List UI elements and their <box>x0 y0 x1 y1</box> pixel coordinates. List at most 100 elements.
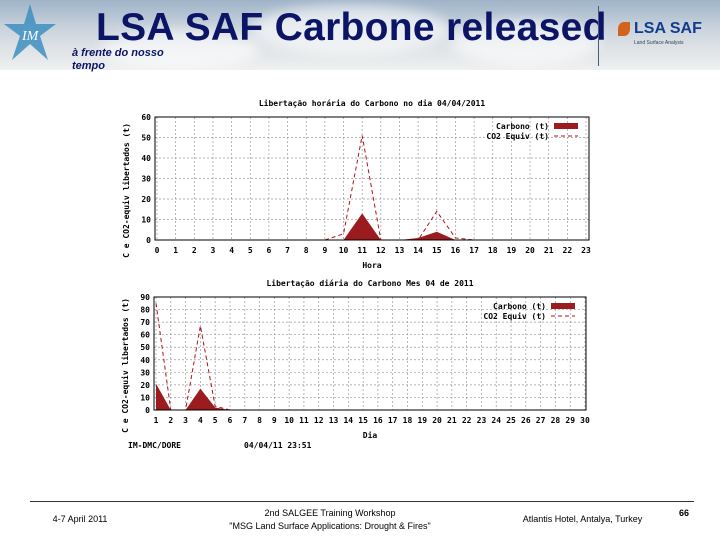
y-tick-label: 30 <box>141 175 151 184</box>
x-tick-label: 3 <box>183 416 188 425</box>
series-co2-line <box>157 135 586 241</box>
x-tick-label: 6 <box>266 246 271 255</box>
x-tick-label: 4 <box>229 246 234 255</box>
x-tick-label: 17 <box>469 246 479 255</box>
x-tick-label: 8 <box>257 416 262 425</box>
svg-text:IM: IM <box>21 29 40 44</box>
x-tick-label: 5 <box>213 416 218 425</box>
x-tick-label: 14 <box>343 416 353 425</box>
chart-timestamp: 04/04/11 23:51 <box>244 441 312 450</box>
x-tick-label: 2 <box>192 246 197 255</box>
x-tick-label: 18 <box>488 246 498 255</box>
lsa-saf-logo: LSA SAF <box>634 20 702 37</box>
x-tick-label: 25 <box>506 416 516 425</box>
y-tick-label: 40 <box>141 154 151 163</box>
y-tick-label: 20 <box>140 381 150 390</box>
chart-title: Libertação diária do Carbono Mes 04 de 2… <box>266 278 473 288</box>
x-tick-label: 27 <box>536 416 546 425</box>
slide-title: LSA SAF Carbone released <box>96 6 607 49</box>
y-tick-label: 40 <box>140 356 150 365</box>
x-tick-label: 23 <box>581 246 591 255</box>
x-tick-label: 30 <box>580 416 590 425</box>
y-tick-label: 60 <box>140 331 150 340</box>
x-tick-label: 21 <box>544 246 554 255</box>
y-tick-label: 10 <box>141 216 151 225</box>
legend-swatch-carbono <box>554 123 578 129</box>
x-axis-label: Hora <box>362 261 381 270</box>
legend-label-co2: CO2 Equiv (t) <box>483 311 546 321</box>
y-tick-label: 50 <box>140 343 150 352</box>
y-axis-label: C e CO2-equiv libertados (t) <box>121 123 131 258</box>
im-logo-icon: IM <box>4 4 56 60</box>
x-tick-label: 13 <box>329 416 339 425</box>
x-tick-label: 1 <box>154 416 159 425</box>
x-tick-label: 9 <box>272 416 277 425</box>
series-carbono-area <box>157 213 586 240</box>
y-tick-label: 10 <box>140 393 150 402</box>
x-tick-label: 2 <box>168 416 173 425</box>
footer-event-line2: "MSG Land Surface Applications: Drought … <box>229 521 431 531</box>
x-tick-label: 21 <box>447 416 457 425</box>
x-tick-label: 18 <box>403 416 413 425</box>
x-tick-label: 5 <box>248 246 253 255</box>
x-tick-label: 22 <box>462 416 472 425</box>
chart-source: IM-DMC/DORE <box>128 441 181 450</box>
legend-label-co2: CO2 Equiv (t) <box>486 131 549 141</box>
x-tick-label: 28 <box>551 416 561 425</box>
x-tick-label: 17 <box>388 416 398 425</box>
x-tick-label: 29 <box>565 416 575 425</box>
plot-frame <box>153 296 587 411</box>
x-tick-label: 10 <box>284 416 294 425</box>
x-tick-label: 3 <box>211 246 216 255</box>
x-tick-label: 19 <box>417 416 427 425</box>
x-tick-label: 16 <box>373 416 383 425</box>
x-tick-label: 7 <box>242 416 247 425</box>
x-tick-label: 8 <box>304 246 309 255</box>
series-carbono-area <box>156 383 585 410</box>
x-tick-label: 20 <box>525 246 535 255</box>
x-tick-label: 12 <box>314 416 324 425</box>
x-tick-label: 12 <box>376 246 386 255</box>
y-tick-label: 20 <box>141 195 151 204</box>
x-tick-label: 4 <box>198 416 203 425</box>
lsa-saf-logo-icon <box>618 22 630 36</box>
footer-divider <box>30 501 694 502</box>
x-tick-label: 16 <box>451 246 461 255</box>
x-tick-label: 20 <box>432 416 442 425</box>
x-tick-label: 11 <box>299 416 309 425</box>
x-tick-label: 26 <box>521 416 531 425</box>
footer-venue: Atlantis Hotel, Antalya, Turkey <box>522 514 643 524</box>
x-tick-label: 0 <box>155 246 160 255</box>
x-tick-label: 11 <box>357 246 367 255</box>
legend-label-carbono: Carbono (t) <box>496 122 549 131</box>
x-tick-label: 1 <box>173 246 178 255</box>
x-tick-label: 10 <box>339 246 349 255</box>
footer-date: 4-7 April 2011 <box>52 514 108 524</box>
charts: Libertação horária do Carbono no dia 04/… <box>120 98 591 450</box>
x-tick-label: 19 <box>507 246 517 255</box>
y-tick-label: 0 <box>146 236 151 245</box>
x-tick-label: 13 <box>395 246 405 255</box>
y-tick-label: 90 <box>140 293 150 302</box>
x-axis-label: Dia <box>363 430 378 440</box>
x-tick-label: 15 <box>358 416 368 425</box>
x-tick-label: 9 <box>322 246 327 255</box>
y-tick-label: 50 <box>141 134 151 143</box>
y-axis-label: C e CO2-equiv libertados (t) <box>120 298 130 433</box>
footer-event-line1: 2nd SALGEE Training Workshop <box>264 508 396 518</box>
x-tick-label: 15 <box>432 246 442 255</box>
x-tick-label: 23 <box>477 416 487 425</box>
y-tick-label: 70 <box>140 318 150 327</box>
y-tick-label: 0 <box>145 406 150 415</box>
legend-swatch-carbono <box>551 303 575 309</box>
x-tick-label: 22 <box>563 246 573 255</box>
legend-label-carbono: Carbono (t) <box>493 302 546 311</box>
lsa-saf-subtitle: Land Surface Analysis <box>634 40 684 46</box>
y-tick-label: 80 <box>140 306 150 315</box>
y-tick-label: 30 <box>140 368 150 377</box>
x-tick-label: 7 <box>285 246 290 255</box>
y-tick-label: 60 <box>141 113 151 122</box>
x-tick-label: 6 <box>228 416 233 425</box>
plot-frame <box>154 116 590 241</box>
x-tick-label: 14 <box>413 246 423 255</box>
